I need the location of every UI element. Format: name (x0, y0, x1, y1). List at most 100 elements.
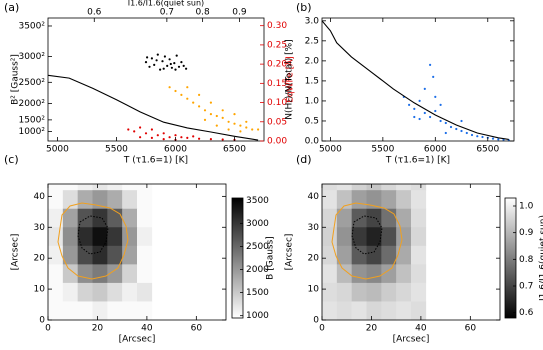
data-point (182, 64, 185, 67)
heatmap-cell (77, 301, 93, 321)
data-point (162, 67, 165, 70)
colorbar-tick-label: 1.0 (519, 202, 534, 212)
colorbar-tick-label: 0.9 (519, 228, 534, 238)
y-axis-label: [Arcsec] (11, 234, 21, 271)
data-point (186, 97, 189, 100)
data-point (239, 124, 242, 127)
heatmap-cell (77, 190, 93, 210)
data-point (174, 134, 177, 137)
umbra-contour (351, 215, 383, 255)
plot-frame (321, 17, 515, 142)
heatmap-cell (122, 190, 138, 210)
heatmap-cell (336, 264, 352, 284)
heatmap-cell (396, 190, 412, 210)
data-point (192, 101, 195, 104)
x2-axis-label: I1.6/I1.6(quiet sun) (128, 0, 204, 8)
heatmap-cell (411, 208, 427, 228)
heatmap-cell (381, 208, 397, 228)
data-point (418, 117, 421, 121)
data-point (159, 68, 162, 71)
data-point (444, 131, 447, 135)
heatmap-cell (62, 264, 78, 284)
heatmap-cell (107, 227, 123, 247)
heatmap-cell (381, 301, 397, 321)
panel-label: (a) (4, 1, 19, 14)
data-point (168, 86, 171, 89)
heatmap-cell (137, 245, 153, 265)
heatmap-cell (137, 208, 153, 228)
y-tick-label: 3000² (18, 52, 45, 62)
heatmap-cell (411, 190, 427, 210)
data-point (150, 57, 153, 60)
umbra-contour (77, 215, 109, 255)
heatmap-cell (48, 190, 64, 210)
heatmap-cell (77, 264, 93, 284)
y-tick-label: 3.0 (305, 16, 320, 26)
x-tick-label: 5000 (319, 145, 342, 155)
heatmap-cell (48, 264, 64, 284)
heatmap-cell (381, 190, 397, 210)
y-tick-label: 0.5 (305, 116, 319, 126)
x-tick-label: 6000 (164, 145, 187, 155)
data-point (215, 114, 218, 118)
colorbar-tick-label: 2500 (246, 242, 269, 252)
heatmap-cell (92, 282, 108, 302)
data-point (185, 67, 188, 70)
data-point (139, 136, 142, 139)
x-tick-label: 40 (415, 324, 427, 334)
data-point (455, 127, 458, 131)
data-point (429, 63, 432, 66)
data-point (233, 122, 236, 125)
y2-tick-label: 0.00 (267, 137, 287, 147)
data-point (434, 95, 437, 98)
y2-tick-label: 0.05 (267, 117, 287, 127)
heatmap-cell (336, 245, 352, 265)
heatmap-cell (107, 282, 123, 302)
heatmap-cell (322, 245, 338, 265)
heatmap-cell (122, 245, 138, 265)
heatmap-cell (122, 208, 138, 228)
data-point (144, 61, 148, 64)
y-tick-label: 1000² (18, 127, 45, 137)
heatmap-cell (366, 190, 382, 210)
heatmap-cell (322, 301, 338, 321)
data-point (156, 53, 159, 56)
heatmap-cell (92, 301, 108, 321)
y-axis-label: [Arcsec] (285, 234, 295, 271)
data-point (203, 109, 207, 112)
data-point (227, 128, 230, 131)
y-tick-label: 10 (34, 285, 46, 295)
data-point (162, 132, 165, 135)
data-point (174, 89, 177, 93)
y-tick-label: 1500² (18, 115, 45, 125)
data-point (444, 121, 447, 125)
heatmap-cell (322, 227, 338, 247)
data-point (161, 60, 164, 63)
y-tick-label: 1.5 (305, 76, 319, 86)
heatmap-cell (336, 227, 352, 247)
heatmap-cell (381, 264, 397, 284)
data-point (439, 103, 442, 106)
y-tick-label: 2500² (18, 78, 45, 88)
heatmap-cell (62, 245, 78, 265)
heatmap-cell (62, 190, 78, 210)
plot-frame (47, 183, 227, 321)
panel-label: (d) (296, 153, 312, 166)
x2-tick-label: 0.6 (87, 8, 102, 18)
heatmap-cell (396, 245, 412, 265)
data-point (465, 131, 468, 135)
penumbra-contour (331, 202, 403, 280)
heatmap-cell (48, 282, 64, 302)
x-tick-label: 20 (92, 324, 104, 334)
heatmap-cell (62, 301, 78, 321)
heatmap-cell (366, 301, 382, 321)
data-point (148, 65, 151, 68)
plot-frame (47, 17, 265, 142)
heatmap-cell (396, 282, 412, 302)
x-tick-label: 6500 (476, 145, 499, 155)
y-tick-label: 30 (308, 223, 320, 233)
data-point (186, 136, 189, 139)
y-tick-label: 3500² (18, 21, 45, 31)
colorbar-label: I1.6/I1.6(quiet sun) (539, 215, 543, 301)
data-point (180, 61, 183, 64)
